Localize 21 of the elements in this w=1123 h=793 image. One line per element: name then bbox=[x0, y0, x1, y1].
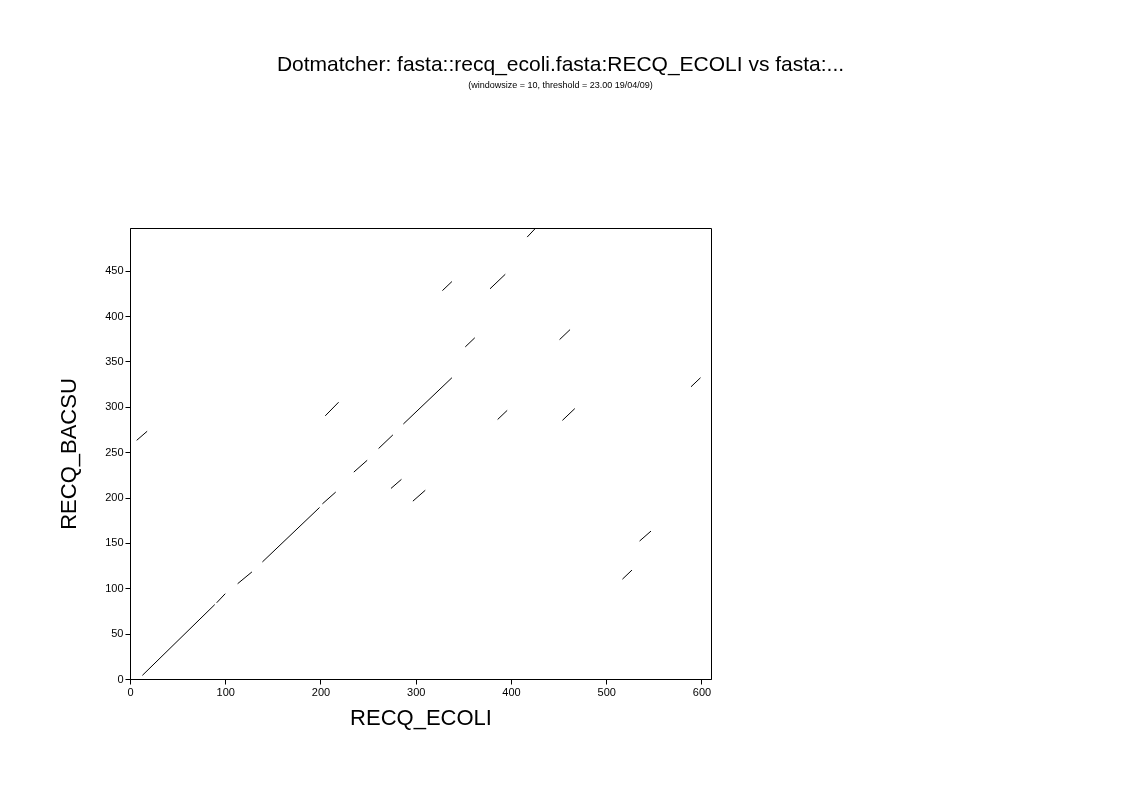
y-axis-title: RECQ_BACSU bbox=[56, 378, 82, 530]
chart-subtitle: (windowsize = 10, threshold = 23.00 19/04/09) bbox=[468, 79, 653, 90]
y-tick-label: 450 bbox=[105, 264, 124, 277]
y-tick-label: 350 bbox=[105, 354, 124, 367]
x-tick-label: 0 bbox=[127, 685, 134, 698]
x-tick-label: 600 bbox=[692, 685, 712, 698]
y-tick-label: 400 bbox=[105, 309, 124, 322]
chart-title: Dotmatcher: fasta::recq_ecoli.fasta:RECQ_ECOLI vs fasta:... bbox=[276, 51, 845, 76]
x-axis-title: RECQ_ECOLI bbox=[350, 704, 492, 730]
y-tick-label: 100 bbox=[105, 581, 124, 594]
y-tick-label: 50 bbox=[111, 627, 124, 640]
x-tick-label: 100 bbox=[216, 685, 235, 698]
y-tick-label: 150 bbox=[105, 536, 124, 549]
x-tick-label: 400 bbox=[502, 685, 521, 698]
y-tick-label: 0 bbox=[117, 672, 124, 685]
x-tick-label: 300 bbox=[407, 685, 426, 698]
y-tick-label: 300 bbox=[105, 400, 124, 413]
x-tick-label: 500 bbox=[597, 685, 616, 698]
y-tick-label: 200 bbox=[105, 491, 124, 504]
y-tick-label: 250 bbox=[105, 445, 124, 458]
x-tick-label: 200 bbox=[311, 685, 331, 698]
